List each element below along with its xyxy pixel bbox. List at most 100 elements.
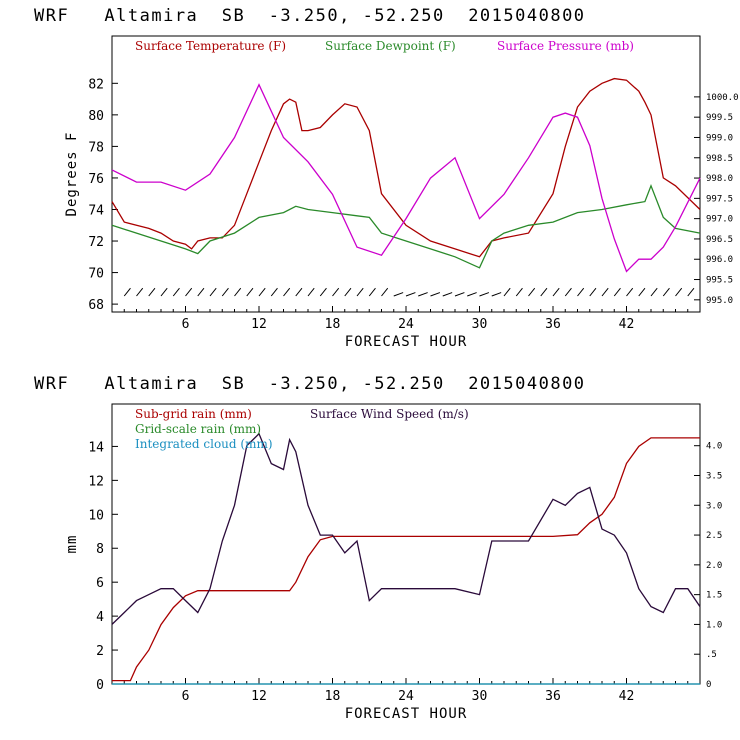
x-tick-label: 30 <box>472 689 488 704</box>
wind-barb <box>430 292 441 297</box>
y-tick-label: 8 <box>96 542 104 557</box>
wind-barb <box>662 287 670 297</box>
y-tick-label: 68 <box>88 298 104 313</box>
y-tick-label: 76 <box>88 172 104 187</box>
y2-tick-label: 996.5 <box>706 235 733 245</box>
wind-barb <box>515 287 523 297</box>
wind-barb <box>479 292 490 297</box>
y2-tick-label: 0 <box>706 680 711 690</box>
wind-barb <box>503 287 511 297</box>
wind-barb <box>197 287 205 297</box>
wind-barb <box>172 287 180 297</box>
wind-barb <box>221 287 229 297</box>
x-tick-label: 12 <box>251 317 267 332</box>
legend-entry: Surface Dewpoint (F) <box>325 39 456 53</box>
x-axis-label: FORECAST HOUR <box>345 706 468 722</box>
wind-barb <box>528 287 536 297</box>
y2-tick-label: 995.5 <box>706 276 733 286</box>
series-line-surface-pressure-mb- <box>111 83 701 273</box>
wind-barb <box>626 287 634 297</box>
plot-frame <box>111 35 701 313</box>
y-tick-label: 78 <box>88 140 104 155</box>
legend-entry: Integrated cloud (mm) <box>135 437 273 451</box>
legend-entry: Grid-scale rain (mm) <box>135 422 261 436</box>
wind-barb <box>552 287 560 297</box>
wind-barb <box>307 287 315 297</box>
wind-barb <box>209 287 217 297</box>
legend-entry: Surface Pressure (mb) <box>497 39 634 53</box>
wind-barb <box>393 292 404 297</box>
x-tick-label: 6 <box>182 689 190 704</box>
wind-barb <box>638 287 646 297</box>
x-tick-label: 18 <box>325 317 341 332</box>
series-line-surface-dewpoint-f- <box>111 184 701 269</box>
x-tick-label: 42 <box>619 689 635 704</box>
wind-barb <box>123 287 131 297</box>
y-tick-label: 70 <box>88 267 104 282</box>
y2-tick-label: 3.5 <box>706 471 722 481</box>
y2-tick-label: 2.0 <box>706 561 722 571</box>
y-tick-label: 12 <box>88 474 104 489</box>
y-tick-label: 82 <box>88 77 104 92</box>
wind-barb <box>467 292 477 297</box>
y2-tick-label: .5 <box>706 650 717 660</box>
y2-tick-label: 3.0 <box>706 501 722 511</box>
series-line-sub-grid-rain-mm- <box>112 437 700 682</box>
y2-tick-label: 996.0 <box>706 255 733 265</box>
y-tick-label: 6 <box>96 576 104 591</box>
y-axis-label: Degrees F <box>64 132 80 217</box>
wind-barb <box>442 292 453 297</box>
y-tick-label: 74 <box>88 203 104 218</box>
y2-tick-label: 997.5 <box>706 194 733 204</box>
y-tick-label: 10 <box>88 508 104 523</box>
wind-barb <box>344 287 352 297</box>
wind-barb <box>405 292 416 297</box>
series-line-surface-wind-speed-m-s- <box>111 432 701 625</box>
wind-barb <box>319 287 327 297</box>
x-tick-label: 30 <box>472 317 488 332</box>
wind-barb <box>332 287 340 297</box>
y2-tick-label: 997.0 <box>706 215 733 225</box>
x-tick-label: 36 <box>545 317 561 332</box>
y-tick-label: 80 <box>88 109 104 124</box>
legend-entry: Surface Wind Speed (m/s) <box>310 407 469 421</box>
wind-barb <box>283 287 291 297</box>
x-tick-label: 24 <box>398 689 414 704</box>
wind-barb <box>148 287 156 297</box>
y2-tick-label: 999.0 <box>706 133 733 143</box>
y-tick-label: 72 <box>88 235 104 250</box>
y-tick-label: 2 <box>96 644 104 659</box>
wind-barb <box>258 287 266 297</box>
x-tick-label: 18 <box>325 689 341 704</box>
legend-entry: Sub-grid rain (mm) <box>135 407 252 421</box>
x-tick-label: 12 <box>251 689 267 704</box>
x-axis-label: FORECAST HOUR <box>345 334 468 350</box>
wind-barb <box>418 292 428 297</box>
y-tick-label: 4 <box>96 610 104 625</box>
wind-barb <box>295 287 303 297</box>
panel2-title: WRF Altamira SB -3.250, -52.250 20150408… <box>34 374 586 394</box>
wind-barb <box>160 287 168 297</box>
legend-entry: Surface Temperature (F) <box>135 39 286 53</box>
y2-tick-label: 998.5 <box>706 154 733 164</box>
y2-tick-label: 995.0 <box>706 296 733 306</box>
y-tick-label: 14 <box>88 440 104 455</box>
x-tick-label: 6 <box>182 317 190 332</box>
wind-barb <box>246 287 254 297</box>
wind-barb <box>675 287 683 297</box>
wind-barb <box>136 287 144 297</box>
y2-tick-label: 4.0 <box>706 442 722 452</box>
wind-barb <box>234 287 242 297</box>
wind-barb <box>356 287 364 297</box>
x-tick-label: 42 <box>619 317 635 332</box>
x-tick-label: 24 <box>398 317 414 332</box>
y2-tick-label: 1.5 <box>706 591 722 601</box>
panel1-title: WRF Altamira SB -3.250, -52.250 20150408… <box>34 6 586 26</box>
wind-barb <box>601 287 609 297</box>
wind-barb <box>185 287 193 297</box>
wind-barb <box>270 287 278 297</box>
y-axis-label: mm <box>64 535 80 554</box>
y2-tick-label: 2.5 <box>706 531 722 541</box>
panel-1: 6 12 18 24 30 36 42 68 70 72 74 76 78 80 82 995.0 995.5 9… <box>64 35 739 350</box>
